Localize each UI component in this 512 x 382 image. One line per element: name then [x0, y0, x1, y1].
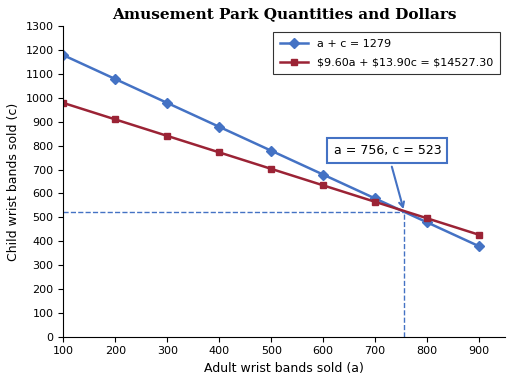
$9.60a + $13.90c = $14527.30: [268, 167, 274, 171]
$9.60a + $13.90c = $14527.30: [216, 150, 222, 155]
a + c = 1279: [372, 196, 378, 201]
Title: Amusement Park Quantities and Dollars: Amusement Park Quantities and Dollars: [112, 7, 457, 21]
a + c = 1279: [164, 100, 170, 105]
$9.60a + $13.90c = $14527.30: [424, 216, 430, 220]
Line: $9.60a + $13.90c = $14527.30: $9.60a + $13.90c = $14527.30: [60, 99, 482, 238]
Line: a + c = 1279: a + c = 1279: [60, 52, 482, 250]
$9.60a + $13.90c = $14527.30: [112, 117, 118, 122]
$9.60a + $13.90c = $14527.30: [372, 199, 378, 204]
$9.60a + $13.90c = $14527.30: [60, 100, 67, 105]
$9.60a + $13.90c = $14527.30: [164, 134, 170, 138]
Legend: a + c = 1279, $9.60a + $13.90c = $14527.30: a + c = 1279, $9.60a + $13.90c = $14527.…: [273, 32, 500, 74]
a + c = 1279: [424, 220, 430, 225]
$9.60a + $13.90c = $14527.30: [476, 233, 482, 237]
a + c = 1279: [476, 244, 482, 249]
a + c = 1279: [268, 149, 274, 153]
a + c = 1279: [216, 125, 222, 129]
X-axis label: Adult wrist bands sold (a): Adult wrist bands sold (a): [204, 362, 364, 375]
Y-axis label: Child wrist bands sold (c): Child wrist bands sold (c): [7, 102, 20, 261]
$9.60a + $13.90c = $14527.30: [320, 183, 326, 188]
Text: a = 756, c = 523: a = 756, c = 523: [334, 144, 441, 207]
a + c = 1279: [60, 53, 67, 57]
a + c = 1279: [320, 172, 326, 177]
a + c = 1279: [112, 77, 118, 81]
